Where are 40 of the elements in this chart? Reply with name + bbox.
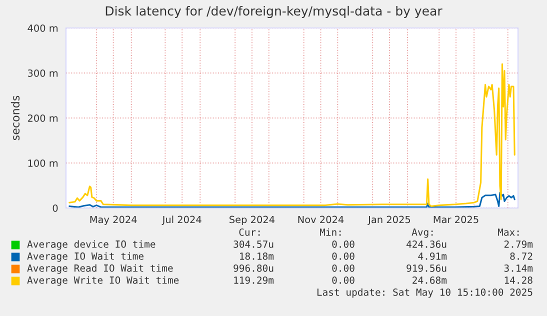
- text: 24.68m: [412, 276, 447, 284]
- legend-label: Average Read IO Wait time: [27, 264, 173, 274]
- text: 0.00: [332, 240, 354, 248]
- text: Min:: [320, 228, 341, 236]
- text: 0.00: [332, 264, 354, 272]
- legend-label: Average Write IO Wait time: [27, 276, 179, 286]
- x-tick-label: Jan 2025: [368, 216, 410, 225]
- legend-label: Average device IO time: [27, 240, 156, 250]
- text: 18.18m: [240, 252, 274, 260]
- text: 424.36u: [406, 240, 446, 248]
- x-tick-label: May 2024: [90, 216, 137, 226]
- x-tick-label: Jul 2024: [162, 216, 202, 225]
- text: Cur:: [239, 228, 260, 236]
- chart-title: Disk latency for /dev/foreign-key/mysql-data - by year: [106, 6, 442, 18]
- text: 8.72: [510, 252, 532, 260]
- y-axis-title: seconds: [10, 96, 20, 140]
- y-tick-label: 400 m: [28, 24, 58, 32]
- text: 0.00: [332, 276, 354, 284]
- text: 3.14m: [504, 264, 533, 272]
- legend-label: Average IO Wait time: [27, 252, 144, 262]
- text: 4.91m: [418, 252, 447, 260]
- text: 304.57u: [234, 240, 274, 248]
- x-tick-label: Nov 2024: [298, 216, 344, 224]
- text: 996.80u: [234, 264, 274, 272]
- y-tick-label: 300 m: [28, 69, 58, 77]
- y-tick-label: 200 m: [28, 114, 58, 122]
- text: Avg:: [412, 228, 433, 238]
- y-tick-label: 0: [52, 204, 58, 212]
- y-tick-label: 100 m: [28, 159, 58, 167]
- text: Last update: Sat May 10 15:10:00 2025: [317, 288, 532, 298]
- text: 919.56u: [406, 264, 446, 272]
- text: Max:: [498, 228, 519, 236]
- x-tick-label: Sep 2024: [230, 216, 275, 226]
- text: 14.28: [504, 276, 532, 284]
- text: 2.79m: [504, 240, 533, 248]
- text: 119.29m: [234, 276, 274, 284]
- x-tick-label: Mar 2025: [434, 216, 478, 224]
- line-series: [68, 192, 516, 208]
- text: 0.00: [332, 252, 354, 260]
- line-series: [68, 63, 516, 207]
